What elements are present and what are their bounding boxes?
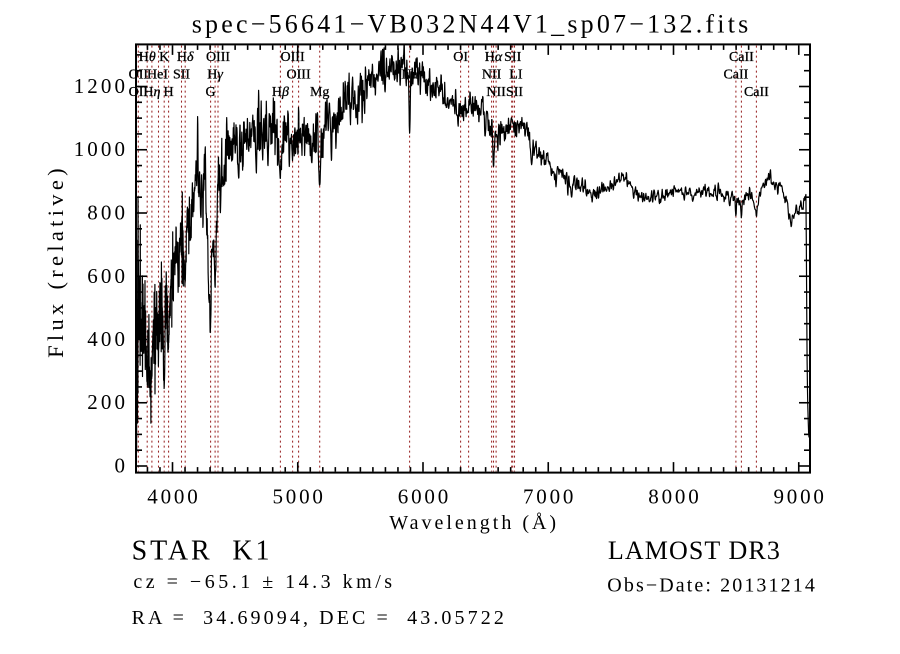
svg-text:NII: NII [486, 85, 506, 100]
svg-text:8000: 8000 [648, 485, 701, 509]
svg-text:Hβ: Hβ [272, 85, 289, 100]
svg-text:1200: 1200 [74, 74, 128, 98]
svg-text:OII: OII [129, 68, 149, 83]
svg-text:OI: OI [453, 50, 468, 65]
svg-text:Mg: Mg [310, 85, 329, 100]
svg-text:Hδ: Hδ [177, 50, 194, 65]
svg-text:OIII: OIII [206, 50, 230, 65]
svg-text:CaII: CaII [723, 68, 748, 83]
svg-text:Hα: Hα [485, 50, 503, 65]
svg-text:Hγ: Hγ [207, 68, 223, 83]
svg-text:Wavelength (Å): Wavelength (Å) [389, 512, 559, 534]
svg-text:CaII: CaII [744, 85, 769, 100]
svg-text:OII: OII [129, 85, 149, 100]
svg-text:K: K [159, 50, 169, 65]
svg-text:NII: NII [482, 68, 502, 83]
svg-text:0: 0 [114, 454, 128, 478]
svg-text:1000: 1000 [74, 137, 128, 161]
svg-text:SII: SII [506, 85, 523, 100]
svg-text:Flux (relative): Flux (relative) [43, 164, 68, 358]
svg-text:LI: LI [509, 68, 523, 83]
svg-text:OIII: OIII [287, 68, 311, 83]
svg-text:Na: Na [401, 68, 418, 83]
svg-text:cz = −65.1 ± 14.3 km/s: cz = −65.1 ± 14.3 km/s [133, 571, 395, 593]
svg-text:5000: 5000 [272, 485, 325, 509]
svg-text:Hη: Hη [143, 85, 160, 100]
svg-text:G: G [206, 85, 216, 100]
svg-text:CaII: CaII [729, 50, 754, 65]
svg-text:400: 400 [87, 327, 128, 351]
svg-text:STAR K1: STAR K1 [132, 536, 273, 567]
svg-text:spec−56641−VB032N44V1_sp07−132: spec−56641−VB032N44V1_sp07−132.fits [192, 10, 752, 39]
svg-text:200: 200 [87, 390, 128, 414]
svg-text:SII: SII [173, 68, 190, 83]
svg-text:Obs−Date: 20131214: Obs−Date: 20131214 [607, 574, 817, 596]
svg-text:9000: 9000 [773, 485, 826, 509]
svg-text:600: 600 [87, 264, 128, 288]
svg-text:4000: 4000 [147, 485, 200, 509]
svg-text:LAMOST DR3: LAMOST DR3 [608, 536, 781, 565]
svg-text:7000: 7000 [523, 485, 576, 509]
svg-text:SII: SII [504, 50, 521, 65]
svg-text:RA = 34.69094, DEC = 43.0572: RA = 34.69094, DEC = 43.05722 [132, 607, 507, 629]
svg-text:H: H [164, 85, 174, 100]
svg-text:800: 800 [87, 201, 128, 225]
svg-text:6000: 6000 [398, 485, 451, 509]
svg-text:OIII: OIII [281, 50, 305, 65]
svg-text:HeI: HeI [147, 68, 168, 83]
svg-text:Hθ: Hθ [139, 50, 156, 65]
